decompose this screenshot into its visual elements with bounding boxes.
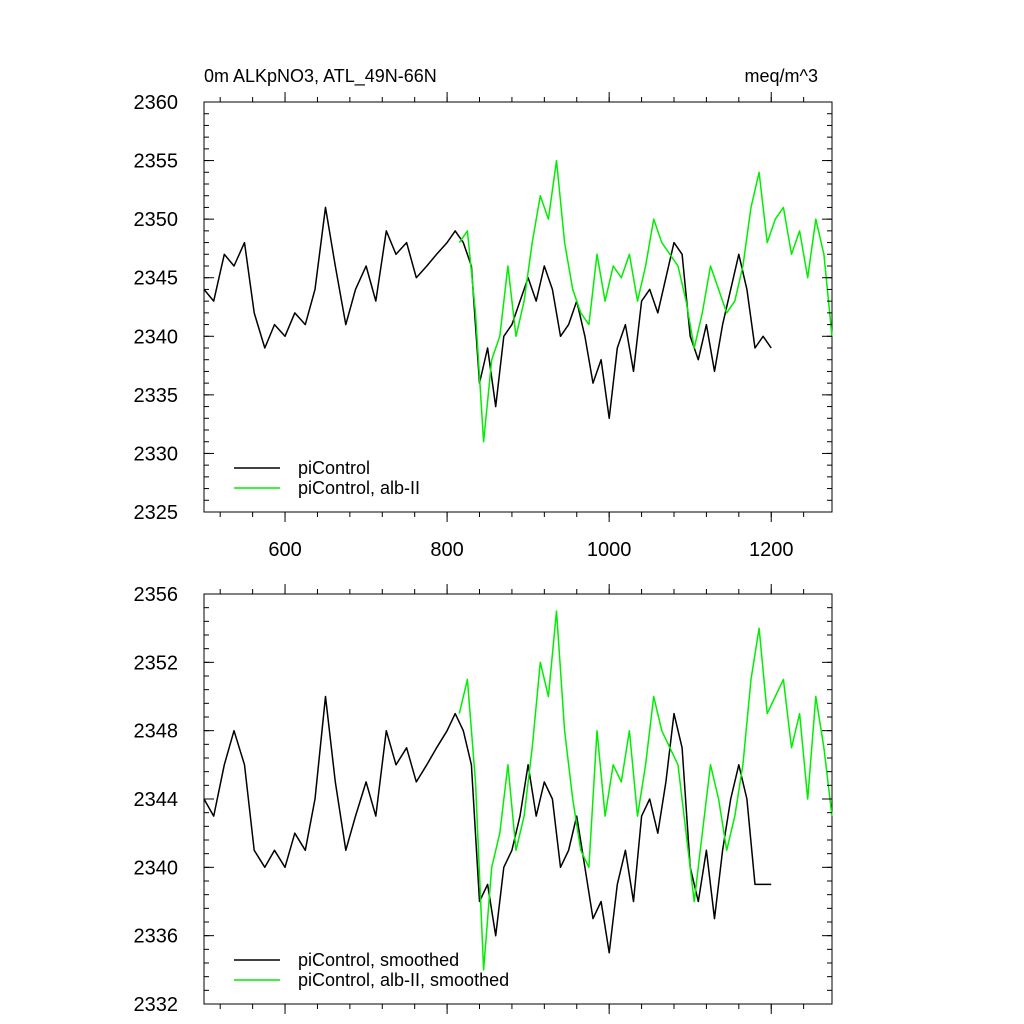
- x-tick-label: 1000: [587, 539, 632, 561]
- x-tick-label: 800: [430, 539, 463, 561]
- y-tick-label: 2335: [134, 385, 179, 407]
- x-tick-label: 1200: [749, 539, 794, 561]
- y-tick-label: 2352: [134, 652, 179, 674]
- y-tick-label: 2325: [134, 502, 179, 524]
- chart-title: 0m ALKpNO3, ATL_49N-66N: [204, 66, 437, 87]
- top-panel: 2325 2330 2335 2340 2345 2350 2355 2360 600 800 10…: [134, 92, 833, 561]
- series-line-picontrol: [203, 206, 772, 420]
- y-tick-label: 2355: [134, 151, 179, 173]
- y-tick-label: 2356: [134, 584, 179, 606]
- legend-label: piControl, alb-II, smoothed: [298, 970, 509, 990]
- legend-label: piControl, smoothed: [298, 950, 459, 970]
- y-tick-label: 2360: [134, 92, 179, 114]
- chart-units: meq/m^3: [745, 66, 818, 86]
- top-plot-lines: [203, 159, 833, 443]
- x-tick-label: 600: [268, 539, 301, 561]
- y-tick-label: 2330: [134, 443, 179, 465]
- legend-label: piControl: [298, 458, 370, 478]
- series-line-picontrol: [203, 695, 772, 954]
- top-plot-ticks: 2325 2330 2335 2340 2345 2350 2355 2360 600 800 10…: [134, 92, 832, 561]
- y-tick-label: 2332: [134, 994, 179, 1016]
- series-line-alb-ii: [458, 610, 833, 971]
- y-tick-label: 2340: [134, 857, 179, 879]
- bottom-plot-lines: [203, 610, 833, 971]
- bottom-plot-ticks: 2332 2336 2340 2344 2348 2352 2356: [134, 584, 832, 1016]
- bottom-panel: 2332 2336 2340 2344 2348 2352 2356 piControl, …: [134, 584, 833, 1016]
- y-tick-label: 2340: [134, 326, 179, 348]
- y-tick-label: 2345: [134, 268, 179, 290]
- y-tick-label: 2344: [134, 789, 179, 811]
- y-tick-label: 2350: [134, 209, 179, 231]
- top-plot-frame: [203, 101, 833, 513]
- series-line-alb-ii: [458, 159, 833, 443]
- y-tick-label: 2348: [134, 721, 179, 743]
- y-tick-label: 2336: [134, 926, 179, 948]
- legend-label: piControl, alb-II: [298, 478, 420, 498]
